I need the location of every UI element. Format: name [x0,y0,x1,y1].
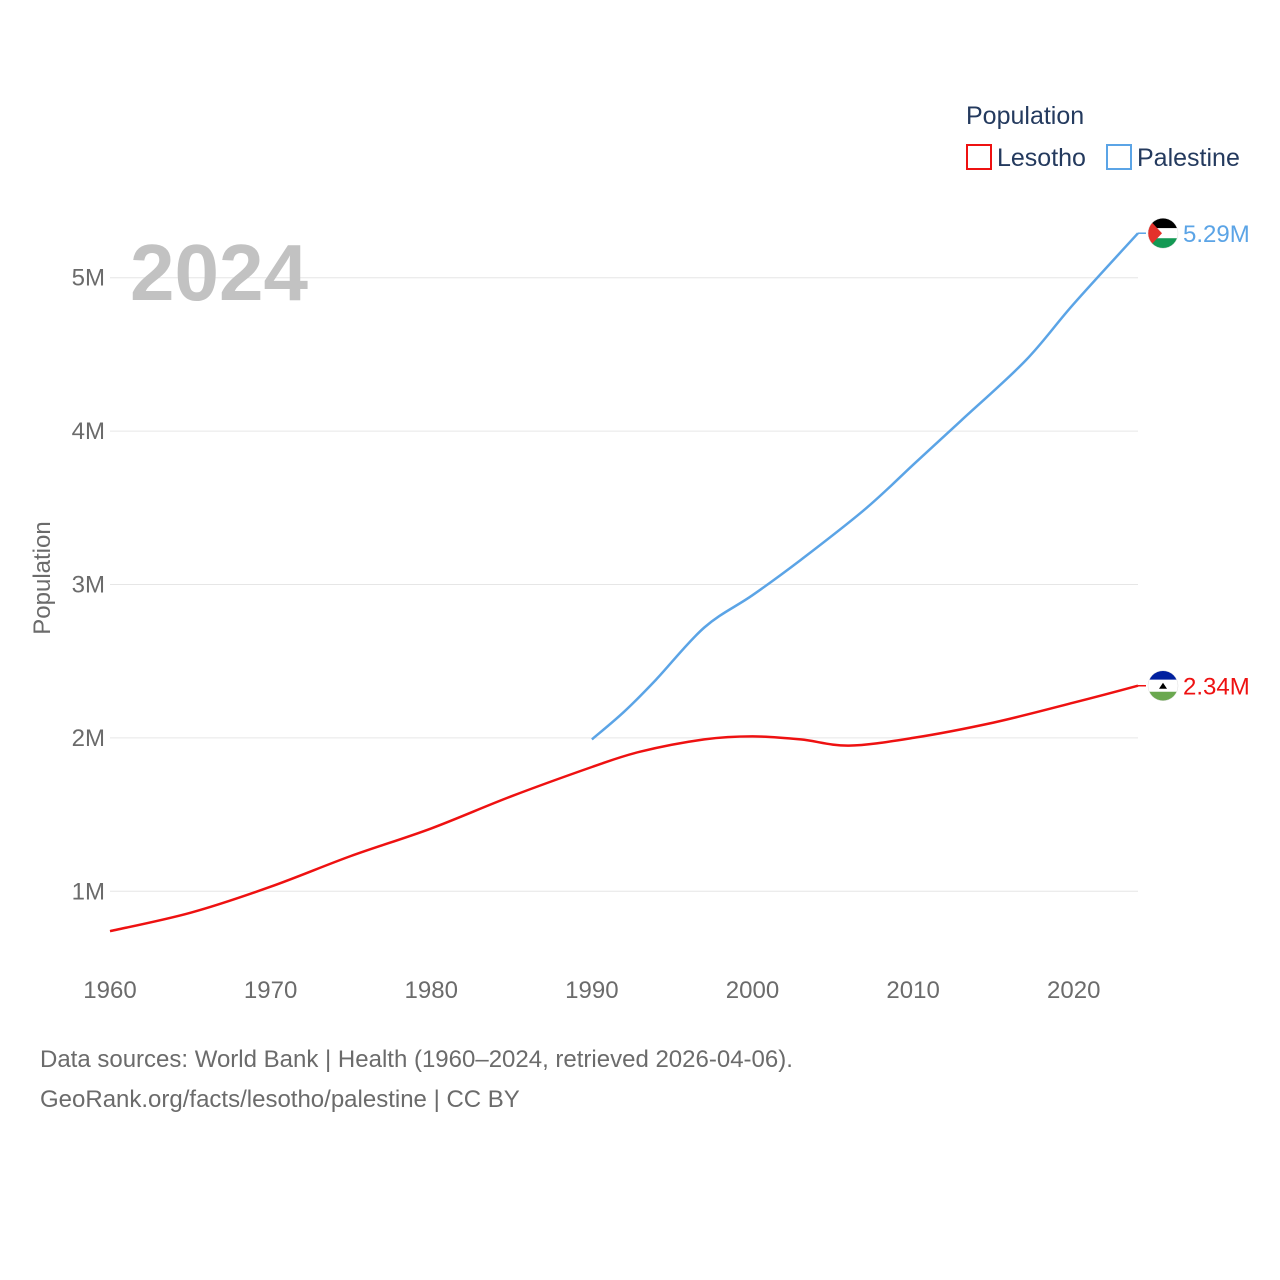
y-tick-label: 1M [72,878,105,905]
legend-swatch-lesotho [966,144,992,170]
source-note: Data sources: World Bank | Health (1960–… [40,1040,793,1120]
legend-label-palestine: Palestine [1137,144,1240,172]
legend-swatch-palestine [1106,144,1132,170]
x-tick-label: 1980 [405,977,458,1004]
x-tick-label: 2010 [886,977,939,1004]
x-tick-label: 2000 [726,977,779,1004]
end-value-label-palestine: 5.29M [1183,221,1250,248]
y-axis: 1M 2M 3M 4M 5M [72,265,105,906]
y-tick-label: 4M [72,418,105,445]
series-end-lesotho: 2.34M [1138,670,1250,701]
legend-label-lesotho: Lesotho [997,144,1086,172]
y-tick-label: 3M [72,572,105,599]
source-line-1: Data sources: World Bank | Health (1960–… [40,1046,793,1073]
legend: Population Lesotho Palestine [966,102,1240,172]
x-tick-label: 1970 [244,977,297,1004]
series-end-palestine: 5.29M [1138,217,1250,249]
x-tick-label: 1990 [565,977,618,1004]
source-line-2: GeoRank.org/facts/lesotho/palestine | CC… [40,1086,520,1113]
series-line-lesotho [109,684,1139,933]
current-year-label: 2024 [130,228,308,317]
end-value-label-lesotho: 2.34M [1183,674,1250,701]
series-end-markers: 2.34M 5.29M [1138,217,1250,701]
x-tick-label: 1960 [83,977,136,1004]
grid-lines [110,277,1138,892]
x-tick-label: 2020 [1047,977,1100,1004]
series-line-palestine [591,232,1139,741]
y-axis-title: Population [29,521,56,634]
y-tick-label: 5M [72,265,105,292]
y-tick-label: 2M [72,725,105,752]
series-lines [109,232,1139,933]
lesotho-flag-icon [1148,670,1178,701]
palestine-flag-icon [1148,218,1178,249]
legend-title: Population [966,102,1084,130]
x-axis: 1960 1970 1980 1990 2000 2010 2020 [83,977,1100,1004]
